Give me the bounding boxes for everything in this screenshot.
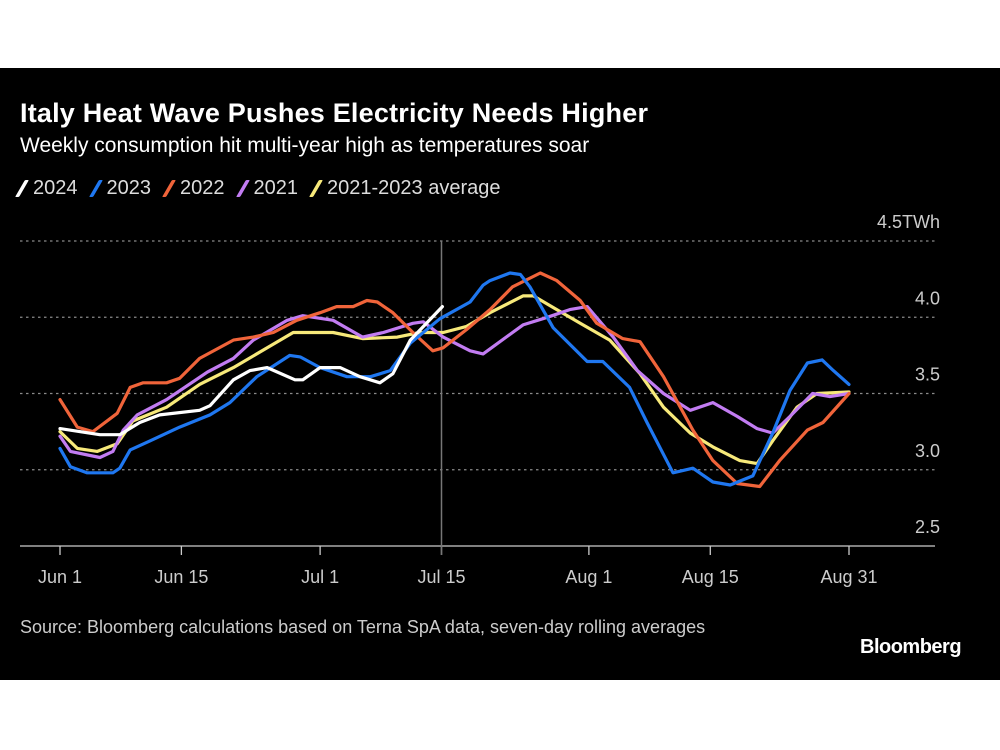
x-tick-label: Aug 15 xyxy=(682,567,739,587)
x-tick-label: Jun 1 xyxy=(38,567,82,587)
legend: 2024 2023 2022 2021 2021-2023 average xyxy=(15,177,501,200)
x-tick-label: Aug 1 xyxy=(565,567,612,587)
legend-label: 2022 xyxy=(180,177,225,199)
series-line-2024 xyxy=(58,305,444,437)
legend-item: 2023 xyxy=(88,177,152,200)
series-line-2023 xyxy=(58,271,851,487)
legend-item: 2021 xyxy=(235,177,299,200)
legend-item: 2024 xyxy=(15,177,78,200)
series-line-2021 xyxy=(58,305,851,460)
y-tick-label: 3.5 xyxy=(915,365,940,385)
x-tick-label: Jul 15 xyxy=(417,567,465,587)
y-tick-label: 2.5 xyxy=(915,517,940,537)
legend-item: 2021-2023 average xyxy=(309,177,501,200)
legend-label: 2023 xyxy=(106,177,152,199)
y-tick-label: 4.5TWh xyxy=(877,212,940,232)
line-chart: 4.5TWh 4.0 3.5 3.0 2.5 Jun 1 Jun 15 Jul 1 Jul 15… xyxy=(20,212,940,587)
chart-panel: Italy Heat Wave Pushes Electricity Needs… xyxy=(0,68,1000,680)
x-tick-label: Jul 1 xyxy=(301,567,339,587)
legend-label: 2021 xyxy=(253,177,299,199)
chart-title: Italy Heat Wave Pushes Electricity Needs… xyxy=(20,98,649,128)
x-tick-label: Jun 15 xyxy=(154,567,208,587)
bloomberg-logo: Bloomberg xyxy=(860,636,962,658)
chart-subtitle: Weekly consumption hit multi-year high a… xyxy=(20,134,590,157)
x-tick-label: Aug 31 xyxy=(820,567,877,587)
series-line-2022 xyxy=(58,271,851,489)
legend-item: 2022 xyxy=(162,177,225,200)
source-note: Source: Bloomberg calculations based on … xyxy=(20,617,706,637)
y-tick-label: 4.0 xyxy=(915,288,940,308)
legend-label: 2021-2023 average xyxy=(327,177,501,199)
y-tick-label: 3.0 xyxy=(915,441,940,461)
legend-label: 2024 xyxy=(33,177,78,199)
